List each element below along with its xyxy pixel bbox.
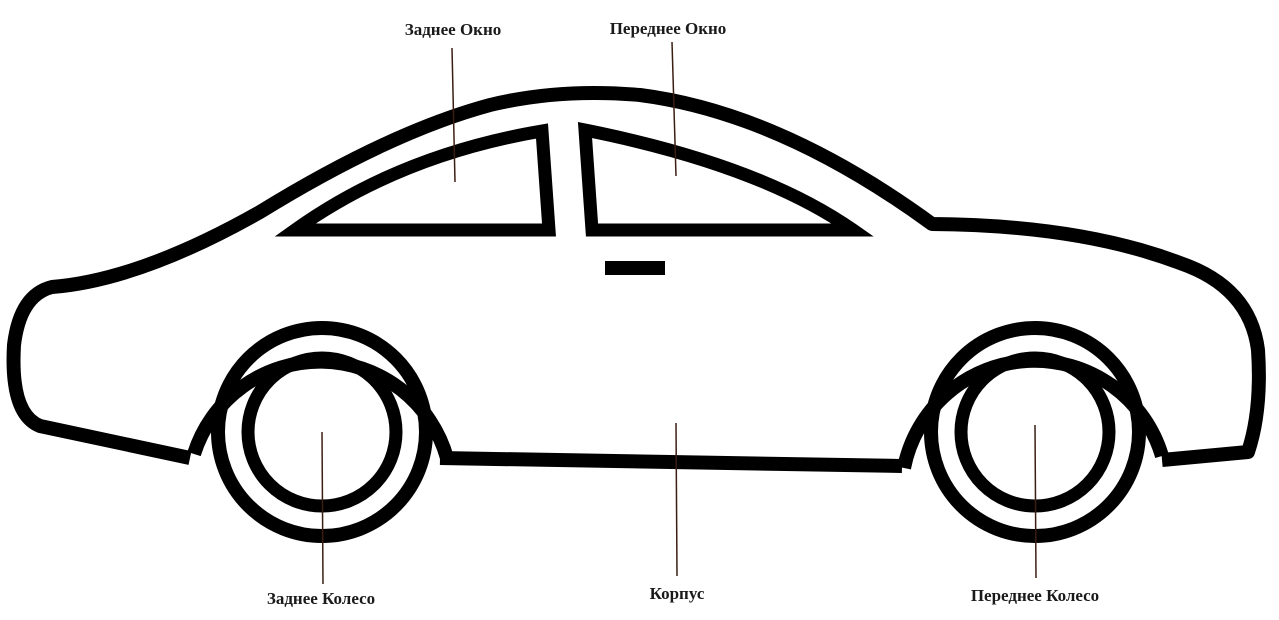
car-sill-outline xyxy=(439,451,903,473)
rear-window-outline xyxy=(274,123,556,237)
leader-line-rear-wheel xyxy=(321,431,324,585)
leader-line-body xyxy=(675,422,678,577)
leader-line-front-wheel xyxy=(1034,424,1037,579)
car-body-outline xyxy=(6,85,1266,467)
label-front-wheel: Переднее Колесо xyxy=(970,586,1100,605)
leader-line-front-window xyxy=(671,41,677,177)
leader-line-rear-window xyxy=(451,47,456,183)
door-handle xyxy=(605,261,665,275)
front-window-outline xyxy=(577,121,874,237)
label-front-window: Переднее Окно xyxy=(609,19,727,38)
label-rear-wheel: Заднее Колесо xyxy=(266,589,376,608)
label-rear-window: Заднее Окно xyxy=(404,20,502,39)
label-body: Корпус xyxy=(649,584,705,603)
